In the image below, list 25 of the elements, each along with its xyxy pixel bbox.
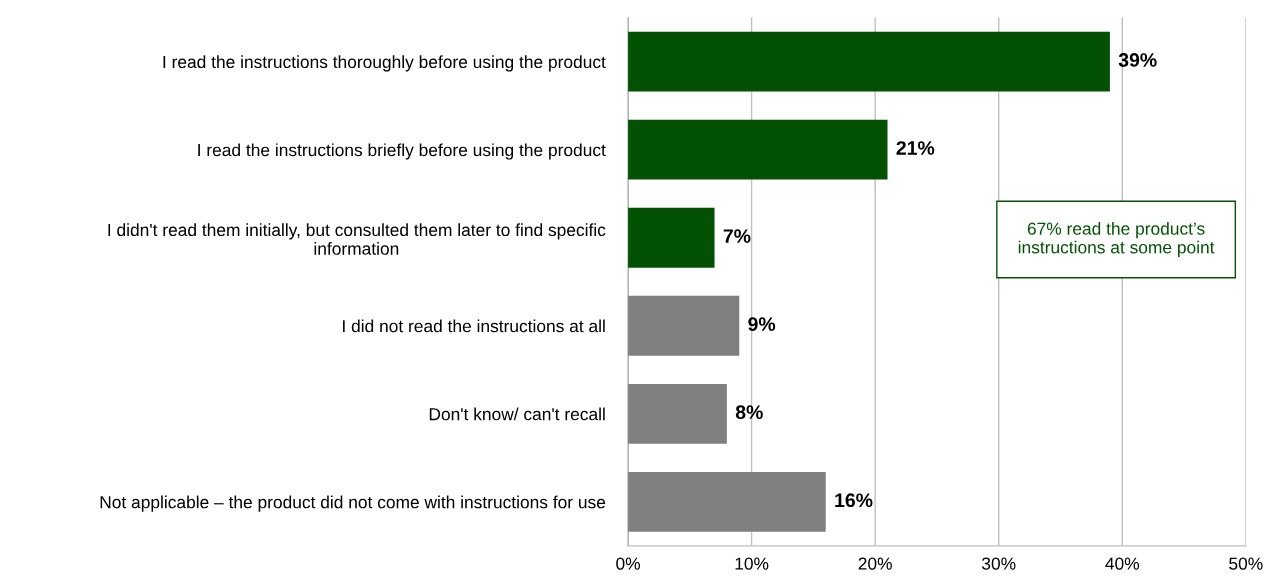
bar bbox=[628, 207, 715, 268]
x-tick-label: 10% bbox=[735, 557, 769, 570]
y-tick-label: I didn't read them initially, but consulted them later to find specific information bbox=[108, 223, 606, 255]
y-tick-label: Not applicable – the product did not come with instructions for use bbox=[100, 495, 606, 512]
x-tick-label: 20% bbox=[858, 557, 892, 570]
bar bbox=[628, 383, 727, 444]
bar bbox=[628, 31, 1110, 92]
x-tick-label: 50% bbox=[1229, 557, 1263, 570]
annotation: 67% read the product’s instructions at some point bbox=[1018, 222, 1215, 257]
bar bbox=[628, 119, 888, 180]
y-tick-label: I read the instructions briefly before using the product bbox=[198, 143, 606, 160]
y-tick-label: I did not read the instructions at all bbox=[343, 319, 605, 333]
data-label: 8% bbox=[735, 405, 763, 420]
bar bbox=[628, 295, 740, 356]
data-label: 21% bbox=[896, 141, 935, 155]
data-label: 7% bbox=[723, 229, 751, 243]
bar bbox=[628, 471, 826, 532]
y-tick-label: I read the instructions thoroughly before using the product bbox=[163, 55, 606, 72]
data-label: 9% bbox=[748, 317, 776, 331]
data-label: 16% bbox=[835, 493, 873, 508]
x-tick-label: 40% bbox=[1105, 557, 1140, 570]
x-tick-label: 30% bbox=[982, 557, 1016, 570]
y-tick-label: Don't know/ can't recall bbox=[429, 407, 605, 421]
data-label: 39% bbox=[1118, 53, 1157, 67]
x-tick-label: 0% bbox=[616, 557, 640, 570]
